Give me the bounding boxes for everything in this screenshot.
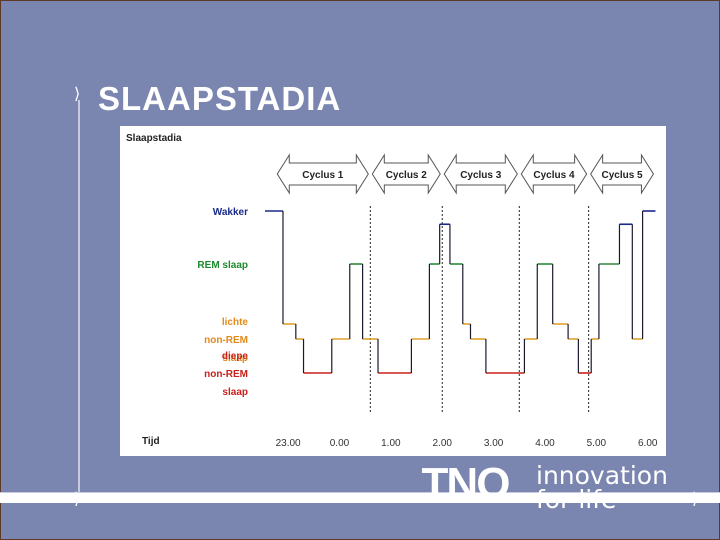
- slogan-line-2: for life: [536, 485, 617, 514]
- cycle-arrow-5: [590, 153, 655, 195]
- cycle-arrow-2: [371, 153, 441, 195]
- stage-label-1-line-0: REM slaap: [197, 260, 248, 271]
- cycle-arrow-3: [443, 153, 518, 195]
- x-tick-label-4: 2.00: [433, 438, 453, 449]
- cycle-arrow-1: [276, 153, 369, 195]
- x-tick-label-3: 1.00: [381, 438, 401, 449]
- cycle-label-2: Cyclus 2: [386, 170, 428, 181]
- x-tick-label-6: 4.00: [535, 438, 555, 449]
- x-tick-label-1: 23.00: [276, 438, 301, 449]
- slogan-line-1: innovation: [536, 461, 668, 490]
- tno-logo: TNO: [422, 462, 512, 504]
- stage-label-2-line-0: lichte: [222, 317, 249, 328]
- stage-label-0-line-0: Wakker: [213, 207, 248, 218]
- slide-horizontal-rule: [0, 492, 720, 493]
- stage-label-2-line-1: non-REM: [204, 335, 248, 346]
- slide-title: SLAAPSTADIA: [98, 80, 342, 117]
- footer-chevron-left-icon: ⟩: [74, 489, 81, 508]
- stage-label-3-line-0: diepe: [222, 351, 249, 362]
- cycle-label-1: Cyclus 1: [302, 170, 344, 181]
- x-tick-label-5: 3.00: [484, 438, 504, 449]
- footer-chevron-right-icon: ⟩: [692, 489, 699, 508]
- chart-panel: Slaapstadia Cyclus 1 Cyclus 2 Cyclus 3 Cyclu…: [120, 126, 666, 456]
- cycle-arrow-4: [520, 153, 588, 195]
- cycle-label-4: Cyclus 4: [533, 170, 575, 181]
- footer-band: [0, 493, 720, 503]
- x-axis-label: Tijd: [142, 436, 160, 447]
- sleep-stage-chart: Slaapstadia Cyclus 1 Cyclus 2 Cyclus 3 Cyclu…: [126, 133, 658, 449]
- stage-label-3-line-2: slaap: [222, 387, 248, 398]
- x-tick-label-7: 5.00: [587, 438, 607, 449]
- tno-logo-text: TNO: [422, 462, 510, 504]
- x-tick-label-8: 6.00: [638, 438, 658, 449]
- chart-title: Slaapstadia: [126, 133, 182, 144]
- stage-label-3-line-1: non-REM: [204, 369, 248, 380]
- x-tick-label-2: 0.00: [330, 438, 350, 449]
- cycle-label-5: Cyclus 5: [601, 170, 643, 181]
- slide-vertical-rule: [78, 100, 80, 495]
- stage-label-2-line-2: slaap: [222, 353, 248, 364]
- cycle-label-3: Cyclus 3: [460, 170, 502, 181]
- bullet-chevron-icon: ⟩: [74, 84, 81, 103]
